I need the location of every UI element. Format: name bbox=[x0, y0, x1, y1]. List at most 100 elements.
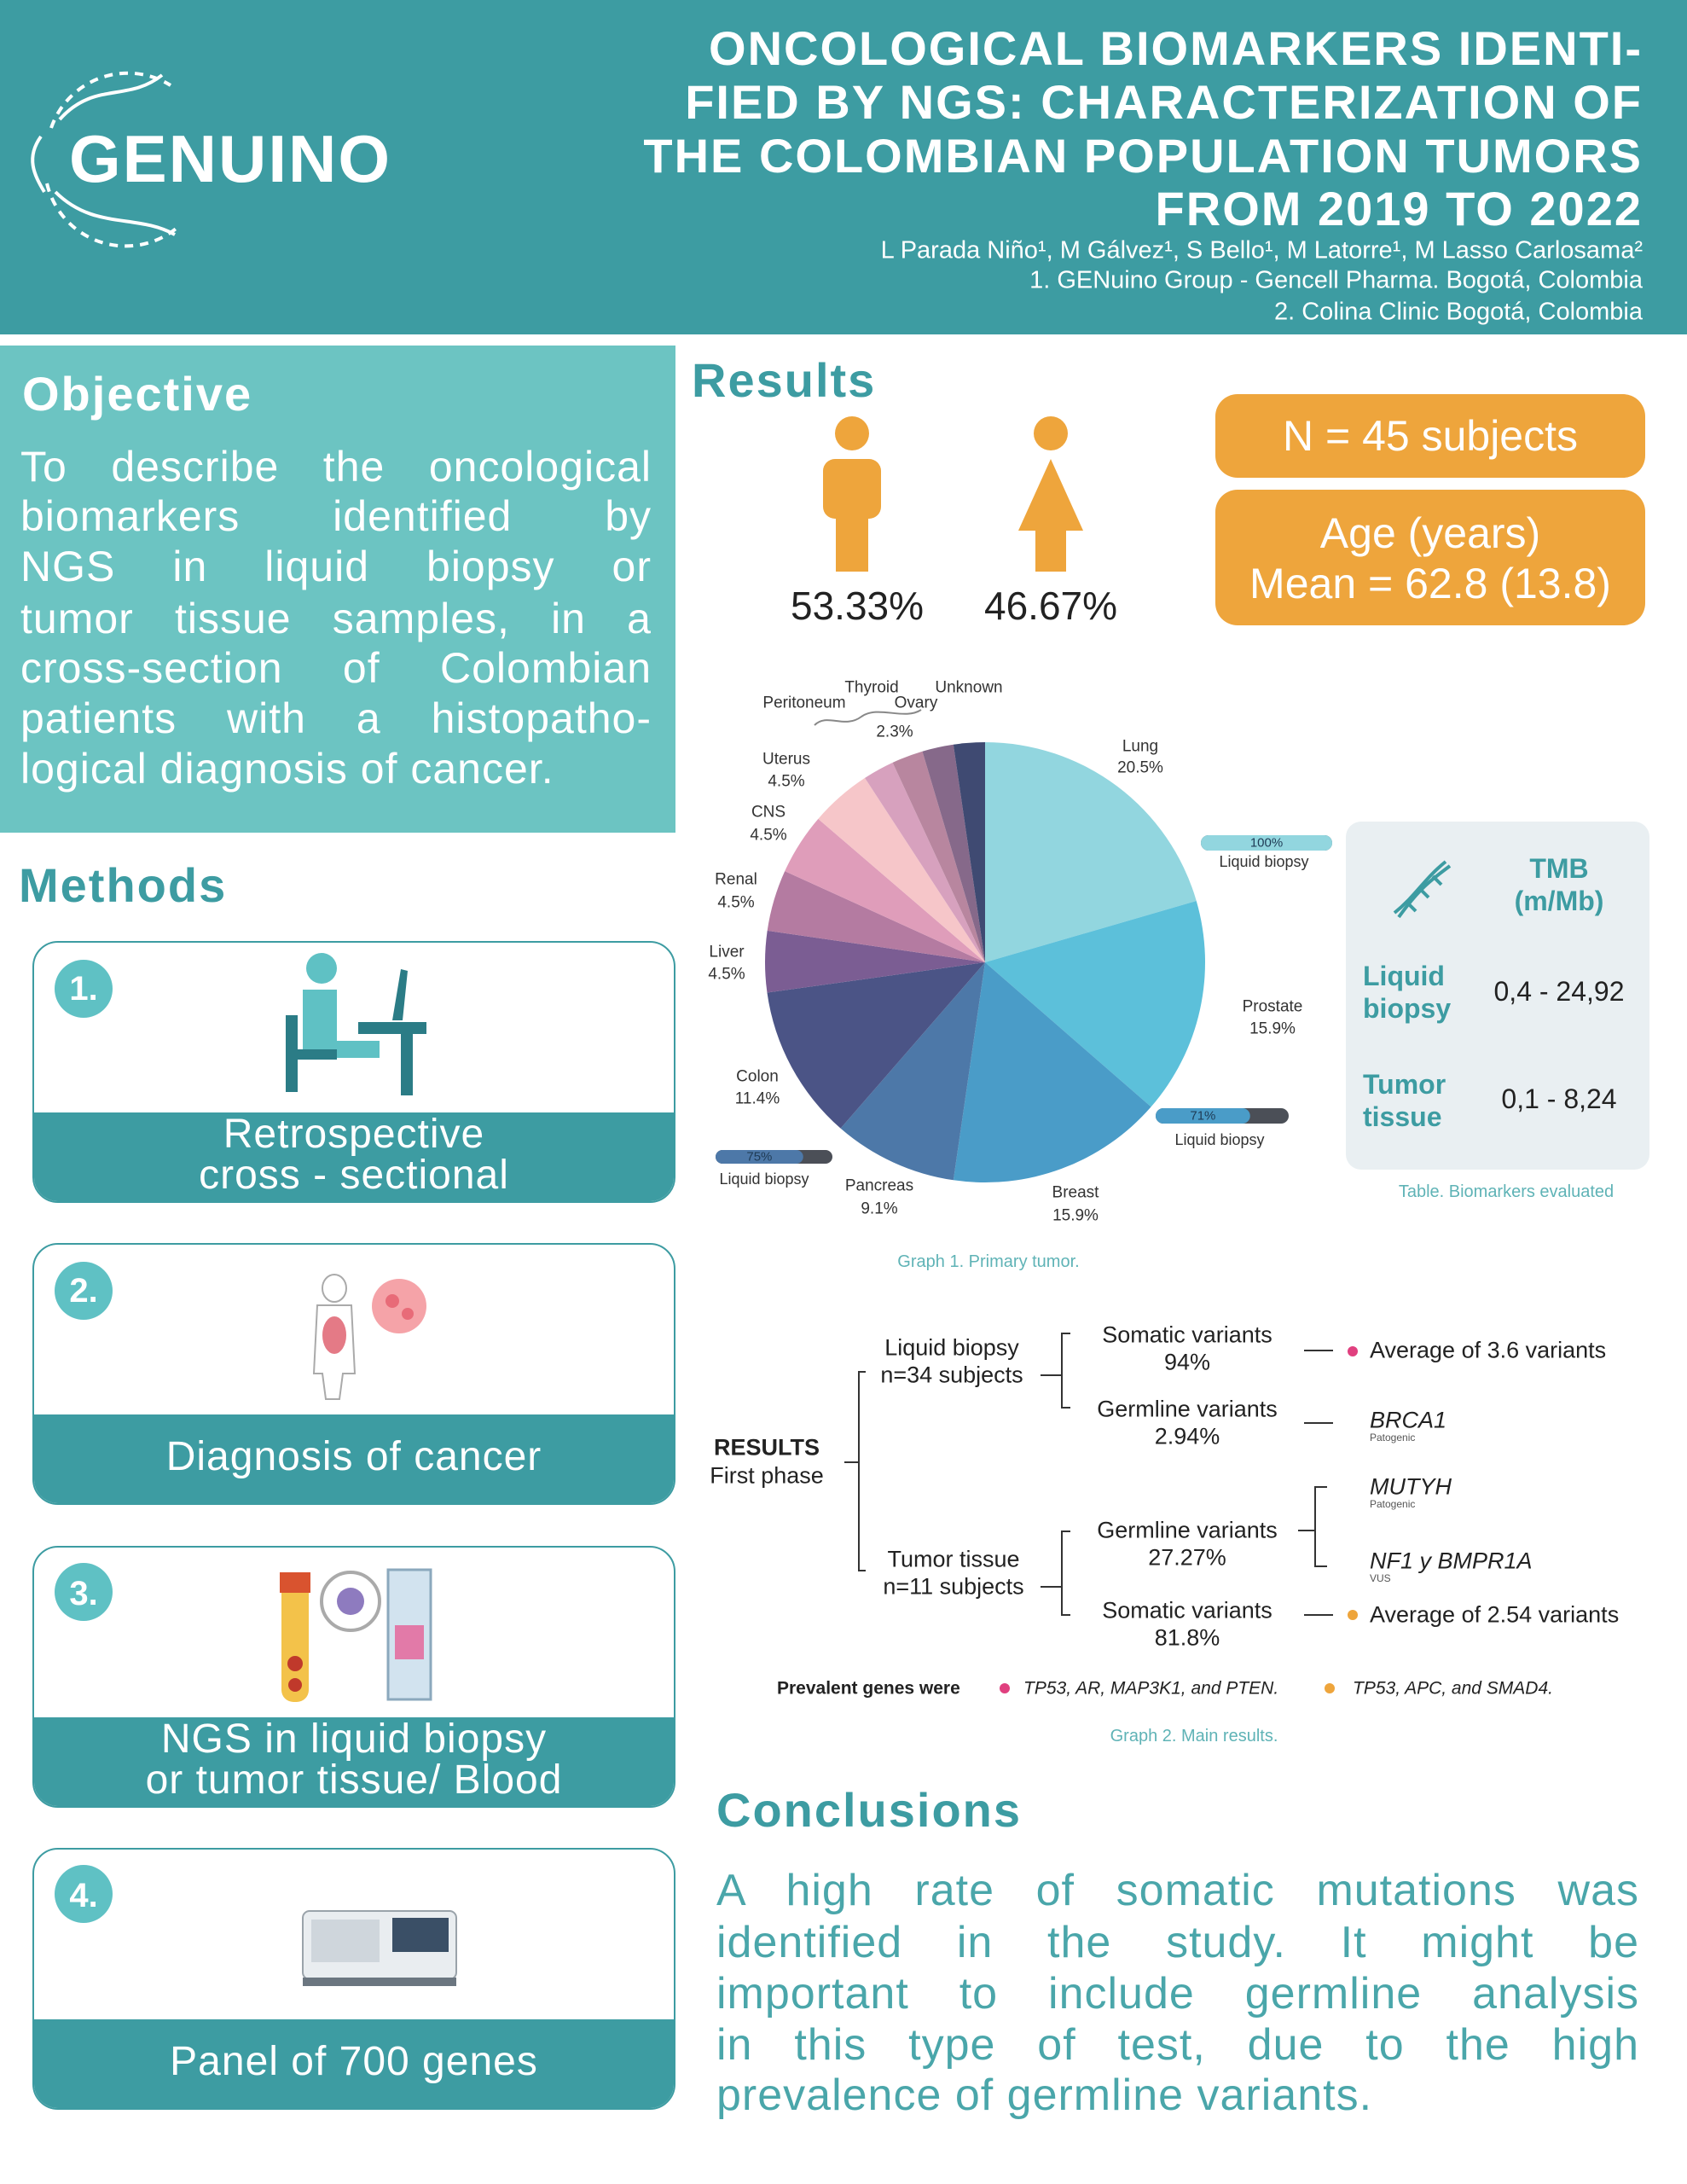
tree-item: 2.94% bbox=[1154, 1423, 1220, 1449]
legend-dot bbox=[1000, 1683, 1010, 1693]
affiliation: 1. GENuino Group - Gencell Pharma. Bogot… bbox=[1029, 266, 1643, 294]
tree-note: VUS bbox=[1370, 1572, 1391, 1584]
pie-slice bbox=[818, 777, 985, 962]
pie-value-label: 15.9% bbox=[1052, 1206, 1099, 1225]
pie-label: Uterus bbox=[762, 750, 810, 769]
step-label: Diagnosis of cancer bbox=[165, 1434, 542, 1479]
pie-value-label: 4.5% bbox=[768, 772, 805, 791]
tree-item: Somatic variants bbox=[1102, 1321, 1272, 1348]
step-label: Retrospective bbox=[223, 1112, 485, 1157]
method-band bbox=[34, 1112, 674, 1201]
pie-slice bbox=[767, 962, 985, 1129]
pie-label: Prostate bbox=[1242, 997, 1303, 1016]
tree-branch: Liquid biopsy bbox=[884, 1334, 1019, 1361]
prevalent-label: Prevalent genes were bbox=[777, 1678, 960, 1699]
tree-branch: n=34 subjects bbox=[880, 1362, 1023, 1388]
title-line: ONCOLOGICAL BIOMARKERS IDENTI- bbox=[709, 21, 1643, 75]
tree-item: 81.8% bbox=[1154, 1624, 1220, 1651]
title-line: THE COLOMBIAN POPULATION TUMORS bbox=[643, 129, 1643, 183]
table-header: (m/Mb) bbox=[1514, 886, 1604, 916]
legend-dot bbox=[1348, 1346, 1358, 1356]
conclusion-line: in this type of test, due to the high bbox=[716, 2020, 1639, 2070]
bar-value-label: 71% bbox=[1190, 1108, 1216, 1124]
method-band bbox=[34, 2019, 674, 2108]
objective-line: patients with a histopatho- bbox=[20, 694, 652, 742]
objective-line: NGS in liquid biopsy or bbox=[20, 543, 652, 590]
pie-label: Ovary bbox=[894, 694, 938, 712]
method-card bbox=[32, 941, 675, 1203]
header-band bbox=[0, 0, 1687, 334]
table-header: TMB bbox=[1529, 853, 1589, 884]
tree-branch: n=11 subjects bbox=[883, 1573, 1024, 1600]
n-box bbox=[1215, 394, 1645, 478]
pie-slice bbox=[767, 871, 985, 962]
bar-label: Liquid biopsy bbox=[719, 1170, 809, 1188]
pie-label: Breast bbox=[1052, 1183, 1099, 1202]
legend-dot bbox=[1348, 1610, 1358, 1620]
tree-branch: Tumor tissue bbox=[887, 1546, 1020, 1572]
pie-value-label: 20.5% bbox=[1117, 758, 1163, 777]
pie-value-label: 4.5% bbox=[708, 965, 745, 984]
pie-slice bbox=[765, 930, 985, 993]
tree-detail: NF1 y BMPR1A bbox=[1370, 1548, 1533, 1574]
pie-slice bbox=[985, 901, 1205, 1107]
title-line: FIED BY NGS: CHARACTERIZATION OF bbox=[685, 75, 1643, 129]
pie-slice bbox=[985, 742, 1197, 962]
bar bbox=[716, 1150, 803, 1164]
tree-detail: MUTYH bbox=[1370, 1473, 1452, 1500]
objective-line: biomarkers identified by bbox=[20, 492, 652, 540]
step-number: 4. bbox=[69, 1877, 98, 1914]
tree-detail: BRCA1 bbox=[1370, 1407, 1447, 1433]
tree-item: Germline variants bbox=[1097, 1517, 1278, 1543]
logo-text: GENUINO bbox=[68, 121, 392, 196]
tree-note: Patogenic bbox=[1370, 1432, 1416, 1443]
pie-slice bbox=[953, 742, 985, 962]
dna-icon bbox=[1393, 860, 1452, 919]
step-number-circles bbox=[55, 960, 113, 1923]
table-caption: Table. Biomarkers evaluated bbox=[1398, 1182, 1615, 1201]
bar bbox=[1156, 1108, 1250, 1124]
section-heading: Conclusions bbox=[716, 1783, 1023, 1837]
bar-value-label: 100% bbox=[1249, 835, 1284, 851]
tree-root: First phase bbox=[710, 1462, 824, 1489]
step-label: NGS in liquid biopsy bbox=[160, 1716, 548, 1762]
conclusion-line: important to include germline analysis bbox=[716, 1969, 1639, 2018]
gender-percent: 53.33% bbox=[790, 584, 925, 628]
chart-caption: Graph 1. Primary tumor. bbox=[897, 1252, 1080, 1271]
tree-detail: Average of 3.6 variants bbox=[1370, 1337, 1607, 1363]
pie-label: Peritoneum bbox=[762, 694, 846, 712]
tmb-panel bbox=[1346, 822, 1649, 1170]
tree-item: 27.27% bbox=[1148, 1544, 1226, 1571]
tree-item: Germline variants bbox=[1097, 1396, 1278, 1422]
pie-label: Colon bbox=[736, 1067, 779, 1086]
pie-label: Lung bbox=[1122, 737, 1159, 756]
method-band bbox=[34, 1414, 674, 1503]
prevalent-genes: TP53, AR, MAP3K1, and PTEN. bbox=[1023, 1678, 1279, 1699]
bar-label: Liquid biopsy bbox=[1174, 1131, 1265, 1148]
step-number: 3. bbox=[69, 1575, 98, 1612]
logo-dna bbox=[31, 71, 181, 248]
objective-line: cross-section of Colombian bbox=[20, 644, 652, 692]
tree-lines bbox=[814, 709, 1333, 1616]
conclusion-line: prevalence of germline variants. bbox=[716, 2071, 1373, 2120]
tree-detail: Average of 2.54 variants bbox=[1370, 1601, 1620, 1628]
table-row-label: Tumor tissue bbox=[1363, 1069, 1446, 1132]
authors: L Parada Niño¹, M Gálvez¹, S Bello¹, M L… bbox=[880, 236, 1643, 264]
step-label: cross - sectional bbox=[199, 1153, 509, 1198]
method-icons bbox=[280, 953, 457, 1986]
pie-value-label: 4.5% bbox=[717, 893, 755, 912]
affiliation: 2. Colina Clinic Bogotá, Colombia bbox=[1274, 298, 1643, 326]
pie-value-label: 4.5% bbox=[750, 826, 787, 845]
gender-icons bbox=[823, 416, 1083, 572]
objective-line: tumor tissue samples, in a bbox=[20, 595, 652, 642]
objective-line: To describe the oncological bbox=[20, 443, 652, 491]
objective-panel bbox=[0, 346, 675, 833]
tree-note: Patogenic bbox=[1370, 1498, 1416, 1510]
section-heading: Results bbox=[692, 353, 877, 407]
legend-dot bbox=[1325, 1683, 1335, 1693]
conclusion-line: A high rate of somatic mutations was bbox=[716, 1866, 1639, 1915]
pie-value-label: 15.9% bbox=[1249, 1019, 1296, 1038]
table-cell: 0,1 - 8,24 bbox=[1501, 1083, 1617, 1114]
